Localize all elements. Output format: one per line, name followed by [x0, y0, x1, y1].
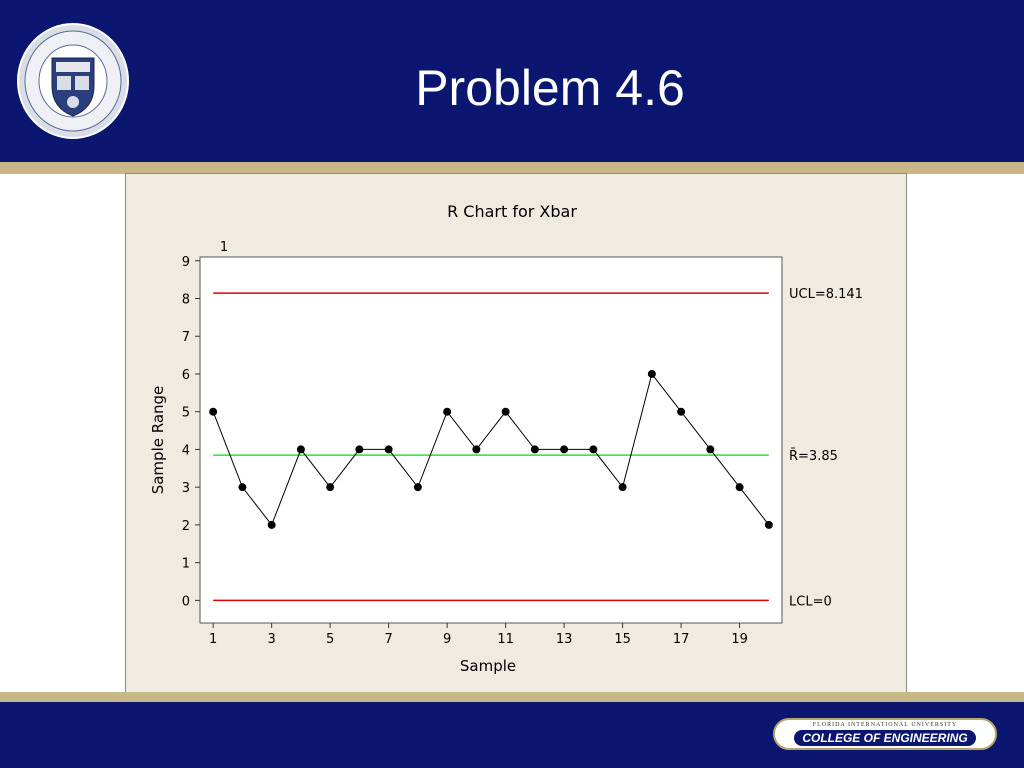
- data-point-7: [384, 445, 393, 454]
- y-tick-label-4: 4: [182, 443, 190, 458]
- data-point-6: [355, 445, 364, 454]
- data-point-9: [443, 407, 452, 416]
- footer-accent-stripe: [0, 692, 1024, 702]
- y-tick-label-7: 7: [182, 330, 190, 345]
- data-point-13: [560, 445, 569, 454]
- y-axis-label: Sample Range: [149, 386, 167, 495]
- chart-title: R Chart for Xbar: [447, 202, 577, 221]
- control-line-label-0: UCL=8.141: [789, 287, 863, 302]
- x-tick-label-7: 7: [384, 632, 392, 647]
- control-line-label-2: LCL=0: [789, 594, 832, 609]
- y-tick-label-3: 3: [182, 481, 190, 496]
- slide-header: Problem 4.6: [0, 0, 1024, 162]
- x-tick-label-3: 3: [268, 632, 276, 647]
- data-point-17: [677, 407, 686, 416]
- x-tick-label-17: 17: [673, 632, 690, 647]
- y-tick-label-8: 8: [182, 293, 190, 308]
- logo-college-text: COLLEGE OF ENGINEERING: [794, 730, 976, 746]
- slide-footer: FLORIDA INTERNATIONAL UNIVERSITY COLLEGE…: [0, 702, 1024, 768]
- data-point-16: [647, 369, 656, 378]
- x-tick-label-11: 11: [497, 632, 514, 647]
- data-point-14: [589, 445, 598, 454]
- data-point-12: [530, 445, 539, 454]
- y-tick-label-2: 2: [182, 519, 190, 534]
- series-line: [212, 372, 770, 526]
- y-tick-label-0: 0: [182, 594, 190, 609]
- y-tick-label-9: 9: [182, 255, 190, 270]
- x-tick-label-13: 13: [556, 632, 573, 647]
- out-of-control-annotation: 1: [220, 240, 228, 255]
- logo-university-text: FLORIDA INTERNATIONAL UNIVERSITY: [812, 722, 958, 728]
- plot-area: [199, 256, 783, 624]
- data-point-2: [238, 483, 247, 492]
- college-logo: FLORIDA INTERNATIONAL UNIVERSITY COLLEGE…: [773, 718, 997, 750]
- data-point-1: [209, 407, 218, 416]
- data-point-8: [413, 483, 422, 492]
- slide-title: Problem 4.6: [415, 60, 685, 116]
- data-point-20: [764, 520, 773, 529]
- data-point-10: [472, 445, 481, 454]
- data-point-4: [296, 445, 305, 454]
- x-tick-label-1: 1: [209, 632, 217, 647]
- y-tick-label-6: 6: [182, 368, 190, 383]
- data-point-11: [501, 407, 510, 416]
- y-tick-label-1: 1: [182, 557, 190, 572]
- y-tick-label-5: 5: [182, 406, 190, 421]
- header-accent-stripe: [0, 162, 1024, 174]
- x-tick-label-5: 5: [326, 632, 334, 647]
- data-point-5: [326, 483, 335, 492]
- x-tick-label-9: 9: [443, 632, 451, 647]
- x-axis-label: Sample: [460, 657, 516, 675]
- data-point-18: [706, 445, 715, 454]
- data-point-3: [267, 520, 276, 529]
- data-point-15: [618, 483, 627, 492]
- data-point-19: [735, 483, 744, 492]
- university-seal-icon: [17, 23, 129, 139]
- x-tick-label-15: 15: [614, 632, 631, 647]
- control-line-label-1: R̄=3.85: [789, 449, 838, 464]
- x-tick-label-19: 19: [731, 632, 748, 647]
